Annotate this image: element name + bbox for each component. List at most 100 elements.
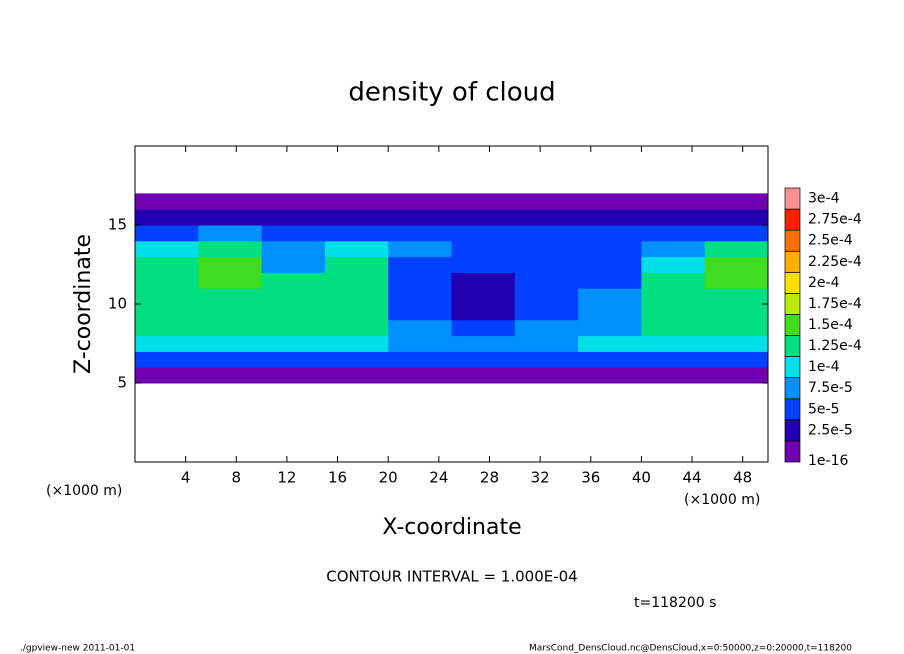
cell xyxy=(641,225,706,242)
cell xyxy=(388,256,452,273)
colorbar-box xyxy=(784,335,801,357)
cell xyxy=(641,335,706,352)
cell xyxy=(578,304,642,321)
x-tick-label: 20 xyxy=(379,469,398,487)
time-note: t=118200 s xyxy=(634,595,716,611)
cell xyxy=(704,304,769,321)
cell xyxy=(135,193,199,210)
cell xyxy=(198,272,263,289)
cell xyxy=(451,288,516,305)
cell xyxy=(704,335,769,352)
cell xyxy=(324,319,389,337)
cell xyxy=(514,256,579,273)
cell xyxy=(578,193,642,210)
colorbar-label: 3e-4 xyxy=(808,191,840,207)
colorbar-label: 1.25e-4 xyxy=(808,338,862,354)
cell xyxy=(451,256,516,273)
cell xyxy=(514,367,579,384)
colorbar-label: 2.5e-5 xyxy=(808,422,853,438)
cell xyxy=(388,240,452,258)
cell xyxy=(641,288,706,305)
cell xyxy=(578,367,642,384)
cell xyxy=(641,256,706,273)
cell xyxy=(198,335,263,352)
chart-title: density of cloud xyxy=(348,78,555,108)
x-tick-label: 24 xyxy=(429,469,448,487)
cell xyxy=(704,319,769,337)
cell xyxy=(514,272,579,289)
cell xyxy=(578,288,642,305)
cell xyxy=(451,272,516,289)
cell xyxy=(514,240,579,258)
cell xyxy=(451,367,516,384)
cell xyxy=(198,209,263,226)
cell xyxy=(261,319,326,337)
cell xyxy=(641,240,706,258)
cell xyxy=(324,272,389,289)
x-tick-label: 12 xyxy=(277,469,296,487)
cell xyxy=(514,288,579,305)
cell xyxy=(578,272,642,289)
cell xyxy=(388,351,452,368)
cell xyxy=(451,193,516,210)
cell xyxy=(388,304,452,321)
cell xyxy=(451,225,516,242)
cell xyxy=(514,304,579,321)
colorbar-label: 1.75e-4 xyxy=(808,296,862,312)
cell xyxy=(261,272,326,289)
colorbar-label: 2.5e-4 xyxy=(808,233,853,249)
y-tick-label: 15 xyxy=(108,216,127,234)
cell xyxy=(135,335,199,352)
x-tick-label: 36 xyxy=(581,469,600,487)
cell xyxy=(324,351,389,368)
cell xyxy=(198,256,263,273)
cell xyxy=(324,225,389,242)
cell xyxy=(388,225,452,242)
cell xyxy=(135,272,199,289)
colorbar-label: 7.5e-5 xyxy=(808,380,853,396)
cell xyxy=(578,351,642,368)
cell xyxy=(641,304,706,321)
cell xyxy=(135,240,199,258)
cell xyxy=(135,209,199,226)
cell xyxy=(451,319,516,337)
cell xyxy=(514,351,579,368)
cell xyxy=(704,193,769,210)
colorbar-box xyxy=(784,314,801,336)
cell xyxy=(261,240,326,258)
cell xyxy=(704,240,769,258)
colorbar-box xyxy=(784,208,801,231)
colorbar-label: 5e-5 xyxy=(808,401,839,417)
footer-right: MarsCond_DensCloud.nc@DensCloud,x=0:5000… xyxy=(529,644,852,654)
cell xyxy=(704,225,769,242)
cell xyxy=(135,256,199,273)
colorbar-label: 1.5e-4 xyxy=(808,317,853,333)
cell xyxy=(388,193,452,210)
cell xyxy=(198,351,263,368)
x-tick-label: 28 xyxy=(480,469,499,487)
colorbar-box xyxy=(784,440,801,463)
x-tick-label: 32 xyxy=(531,469,550,487)
cell xyxy=(261,335,326,352)
colorbar-box xyxy=(784,356,801,379)
cell xyxy=(641,193,706,210)
cell xyxy=(261,288,326,305)
cell xyxy=(261,256,326,273)
x-tick-label: 48 xyxy=(733,469,752,487)
y-tick-label: 5 xyxy=(117,374,127,392)
cell xyxy=(388,319,452,337)
cell xyxy=(451,304,516,321)
cell xyxy=(324,288,389,305)
cell xyxy=(388,288,452,305)
cell xyxy=(324,256,389,273)
cell xyxy=(198,367,263,384)
cell xyxy=(135,319,199,337)
colorbar-box xyxy=(784,293,801,315)
cell xyxy=(388,272,452,289)
footer-left: ./gpview-new 2011-01-01 xyxy=(20,644,135,654)
cell xyxy=(198,288,263,305)
cell xyxy=(198,319,263,337)
colorbar-label: 1e-16 xyxy=(808,453,848,469)
colorbar-box xyxy=(784,419,801,442)
cell xyxy=(324,304,389,321)
